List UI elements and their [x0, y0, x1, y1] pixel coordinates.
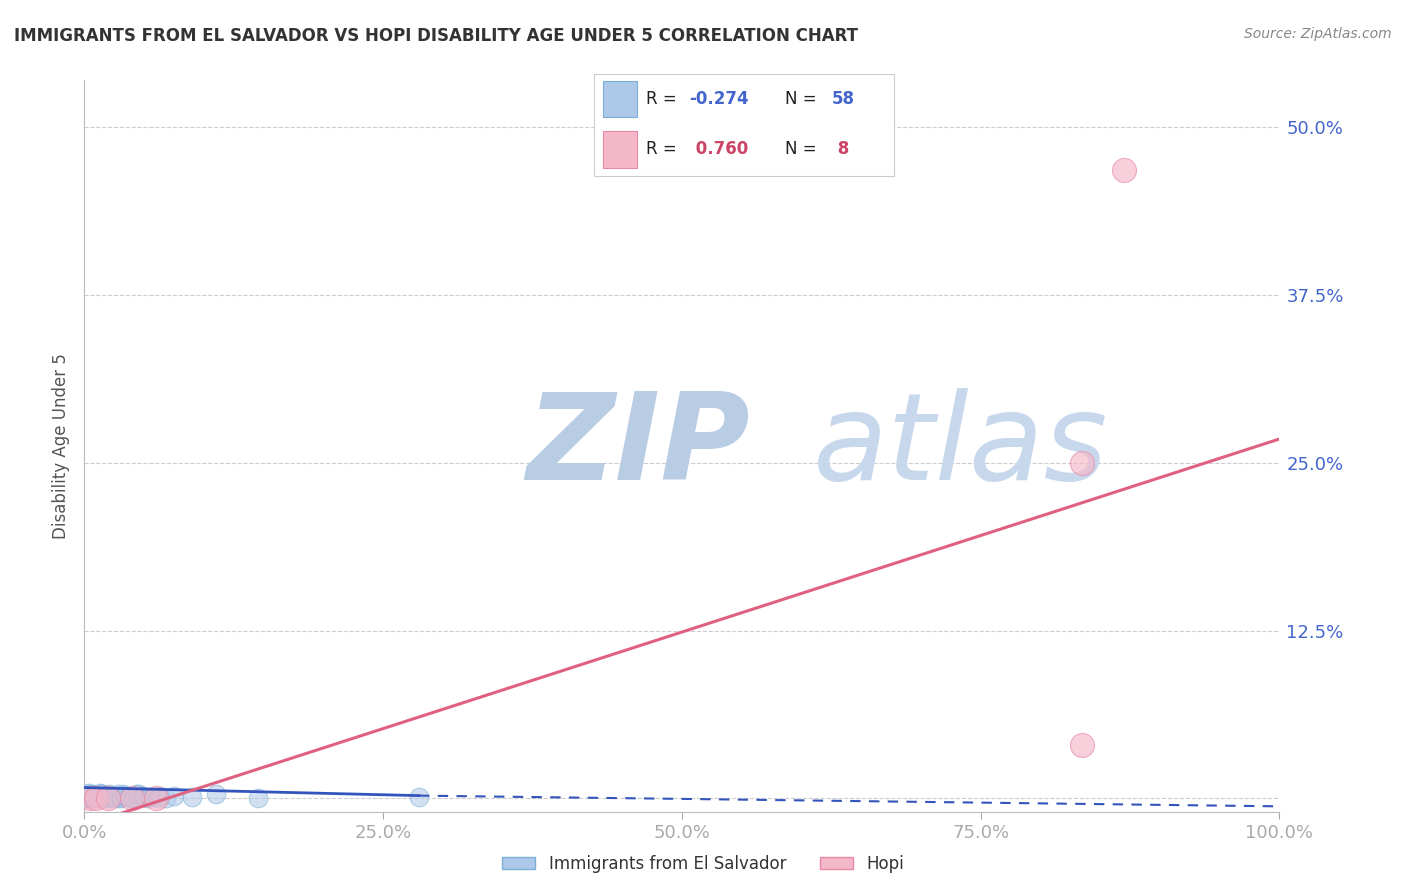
- Point: [90, 787, 112, 801]
- Point: [82, 787, 104, 801]
- Text: N =: N =: [786, 90, 823, 108]
- Point: [1071, 738, 1094, 752]
- Text: 8: 8: [832, 141, 849, 159]
- Point: [132, 789, 155, 803]
- Point: [149, 789, 172, 803]
- Point: [80, 789, 103, 804]
- Point: [82, 789, 104, 803]
- Point: [89, 786, 111, 800]
- Text: 0.760: 0.760: [689, 141, 748, 159]
- Point: [115, 789, 138, 803]
- Point: [86, 791, 108, 805]
- Point: [117, 789, 139, 804]
- Point: [86, 789, 108, 804]
- Point: [77, 791, 100, 805]
- Point: [148, 791, 170, 805]
- Point: [110, 789, 132, 804]
- Point: [79, 787, 101, 801]
- Text: R =: R =: [647, 141, 682, 159]
- Point: [91, 787, 114, 801]
- Text: atlas: atlas: [814, 387, 1109, 505]
- Point: [77, 789, 100, 804]
- Point: [87, 789, 110, 803]
- Text: 58: 58: [832, 90, 855, 108]
- Point: [101, 789, 124, 803]
- Text: IMMIGRANTS FROM EL SALVADOR VS HOPI DISABILITY AGE UNDER 5 CORRELATION CHART: IMMIGRANTS FROM EL SALVADOR VS HOPI DISA…: [14, 27, 858, 45]
- Point: [86, 791, 108, 805]
- Point: [91, 791, 114, 805]
- Legend: Immigrants from El Salvador, Hopi: Immigrants from El Salvador, Hopi: [495, 848, 911, 880]
- Point: [84, 789, 107, 803]
- Point: [205, 787, 228, 801]
- Point: [101, 789, 124, 804]
- Point: [141, 789, 163, 804]
- Point: [96, 791, 118, 805]
- Point: [122, 791, 145, 805]
- Text: R =: R =: [647, 90, 682, 108]
- Text: Source: ZipAtlas.com: Source: ZipAtlas.com: [1244, 27, 1392, 41]
- Point: [98, 791, 121, 805]
- Text: N =: N =: [786, 141, 823, 159]
- Point: [111, 787, 134, 801]
- Point: [181, 789, 204, 804]
- Point: [105, 791, 128, 805]
- Point: [83, 791, 105, 805]
- Point: [145, 791, 167, 805]
- Point: [79, 791, 101, 805]
- Point: [121, 791, 143, 805]
- FancyBboxPatch shape: [603, 81, 637, 118]
- Point: [103, 789, 125, 804]
- Point: [1114, 163, 1136, 178]
- Point: [75, 791, 97, 805]
- Point: [103, 789, 125, 803]
- Point: [131, 789, 153, 803]
- Y-axis label: Disability Age Under 5: Disability Age Under 5: [52, 353, 70, 539]
- Point: [246, 791, 269, 805]
- Text: -0.274: -0.274: [689, 90, 749, 108]
- Point: [86, 791, 108, 805]
- Point: [96, 789, 118, 804]
- Point: [122, 789, 145, 804]
- Point: [135, 791, 157, 805]
- Point: [79, 789, 101, 803]
- Point: [107, 787, 129, 801]
- Point: [1071, 456, 1094, 470]
- Point: [163, 789, 186, 803]
- Point: [76, 791, 98, 805]
- Point: [114, 789, 136, 803]
- FancyBboxPatch shape: [603, 131, 637, 168]
- Point: [408, 789, 430, 804]
- Point: [155, 791, 177, 805]
- Text: ZIP: ZIP: [527, 387, 751, 505]
- Point: [97, 791, 120, 805]
- Point: [98, 787, 121, 801]
- FancyBboxPatch shape: [593, 73, 894, 177]
- Point: [110, 791, 132, 805]
- Point: [93, 789, 115, 803]
- Point: [139, 789, 162, 804]
- Point: [89, 789, 111, 804]
- Point: [77, 786, 100, 800]
- Point: [127, 787, 149, 801]
- Point: [125, 787, 148, 801]
- Point: [93, 789, 115, 804]
- Point: [118, 791, 141, 805]
- Point: [84, 789, 107, 804]
